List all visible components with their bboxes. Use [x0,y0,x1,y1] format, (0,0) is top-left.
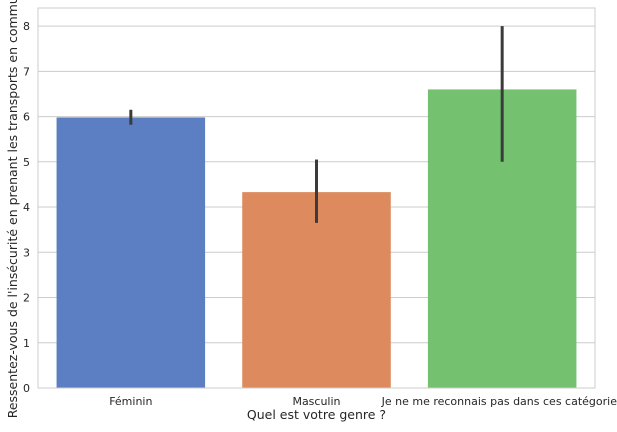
y-tick-label: 8 [23,20,30,33]
y-tick-label: 1 [23,337,30,350]
y-tick-label: 5 [23,156,30,169]
x-tick-label: Féminin [109,395,152,408]
y-tick-label: 4 [23,201,30,214]
bar [56,117,206,388]
y-tick-label: 0 [23,382,30,395]
y-tick-label: 3 [23,246,30,259]
y-tick-label: 7 [23,65,30,78]
x-tick-label: Je ne me reconnais pas dans ces catégori… [381,395,617,408]
x-tick-labels: Féminin Masculin Je ne me reconnais pas da… [109,395,617,408]
y-tick-label: 6 [23,111,30,124]
bars [56,89,577,388]
y-tick-label: 2 [23,292,30,305]
error-bars [129,26,504,223]
y-tick-labels: 0 1 2 3 4 5 6 7 8 [23,20,30,395]
x-tick-label: Masculin [292,395,340,408]
plot-frame [37,7,596,389]
y-axis-label: Ressentez-vous de l'insécurité en prenan… [5,0,20,418]
x-axis-label: Quel est votre genre ? [247,407,386,422]
bar [242,192,391,388]
